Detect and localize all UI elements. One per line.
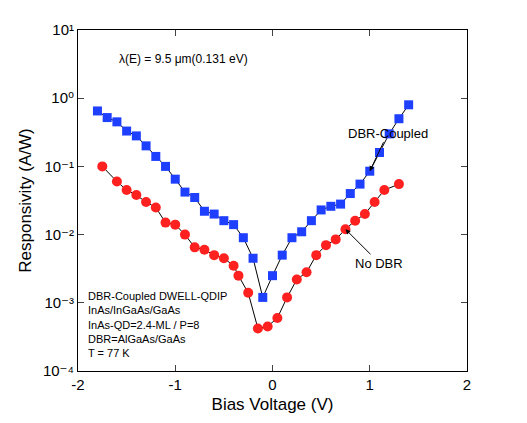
svg-text:10¹: 10¹ (52, 21, 74, 38)
svg-text:λ(E) = 9.5 μm(0.131 eV): λ(E) = 9.5 μm(0.131 eV) (119, 52, 248, 66)
svg-text:10⁻¹: 10⁻¹ (44, 158, 74, 175)
svg-text:-1: -1 (169, 376, 182, 393)
svg-text:10⁻²: 10⁻² (44, 226, 74, 243)
svg-text:10⁰: 10⁰ (51, 89, 74, 106)
svg-text:DBR-Coupled DWELL-QDIPInAs/InG: DBR-Coupled DWELL-QDIPInAs/InGaAs/GaAsIn… (88, 290, 227, 359)
svg-text:-2: -2 (71, 376, 84, 393)
svg-text:Responsivity (A/W): Responsivity (A/W) (16, 128, 35, 273)
svg-text:No DBR: No DBR (355, 256, 403, 271)
svg-text:10⁻⁴: 10⁻⁴ (43, 362, 74, 379)
svg-text:Bias Voltage (V): Bias Voltage (V) (212, 395, 334, 414)
svg-text:0: 0 (268, 376, 276, 393)
svg-text:2: 2 (463, 376, 471, 393)
svg-text:DBR-Coupled: DBR-Coupled (348, 126, 428, 141)
svg-text:1: 1 (366, 376, 374, 393)
svg-text:10⁻³: 10⁻³ (44, 294, 74, 311)
